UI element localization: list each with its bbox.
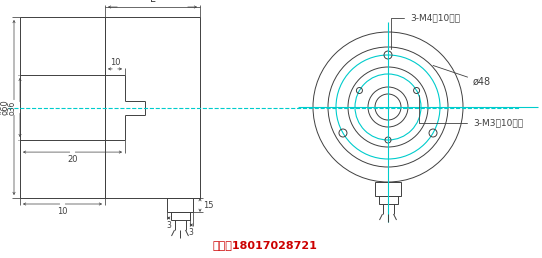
Text: 3-M4深10均布: 3-M4深10均布 bbox=[391, 13, 460, 49]
Text: 10: 10 bbox=[109, 58, 120, 67]
Text: 3: 3 bbox=[189, 228, 193, 237]
Text: ö60: ö60 bbox=[1, 100, 10, 115]
Text: 3: 3 bbox=[166, 221, 171, 230]
Bar bbox=[375, 182, 401, 196]
Bar bbox=[20, 17, 105, 198]
Text: L: L bbox=[150, 0, 155, 4]
Text: 3-M3深10均布: 3-M3深10均布 bbox=[418, 95, 523, 127]
Text: 20: 20 bbox=[67, 155, 78, 164]
Text: 10: 10 bbox=[57, 207, 68, 216]
Bar bbox=[105, 17, 200, 198]
Bar bbox=[378, 196, 397, 204]
Bar bbox=[171, 212, 190, 220]
Text: 15: 15 bbox=[203, 200, 214, 209]
Text: ö36: ö36 bbox=[8, 100, 17, 115]
Text: ø48: ø48 bbox=[433, 66, 491, 87]
Bar bbox=[167, 198, 193, 212]
Text: 手机：18017028721: 手机：18017028721 bbox=[212, 240, 318, 250]
